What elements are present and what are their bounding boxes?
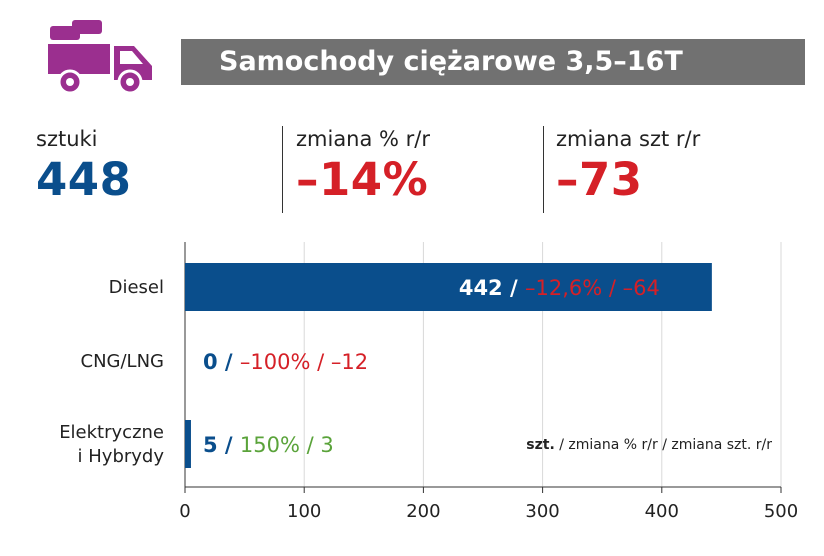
kpi-change-units-value: –73 bbox=[556, 153, 643, 206]
truck-box-top bbox=[50, 26, 80, 40]
kpi-change-percent: zmiana % r/r –14% bbox=[296, 126, 430, 208]
bar bbox=[185, 420, 191, 468]
x-tick-label: 100 bbox=[287, 501, 321, 522]
truck-window bbox=[120, 51, 143, 64]
kpi-units-label: sztuki bbox=[36, 127, 98, 151]
x-tick-label: 200 bbox=[406, 501, 440, 522]
category-label: Elektryczne i Hybrydy bbox=[59, 422, 164, 467]
kpi-change-units-label: zmiana szt r/r bbox=[556, 127, 701, 151]
truck-hub-rear bbox=[66, 78, 74, 86]
legend: szt. / zmiana % r/r / zmiana szt. r/r bbox=[526, 437, 772, 453]
page-title: Samochody ciężarowe 3,5–16T bbox=[181, 39, 805, 85]
truck-hub-front bbox=[126, 78, 134, 86]
x-tick-label: 400 bbox=[645, 501, 679, 522]
bar-data-label: 0 / –100% / –12 bbox=[203, 350, 368, 374]
truck-icon bbox=[48, 20, 152, 95]
kpi-change-percent-label: zmiana % r/r bbox=[296, 127, 431, 151]
category-label: CNG/LNG bbox=[81, 351, 165, 372]
kpi-divider bbox=[543, 126, 544, 213]
kpi-units: sztuki 448 bbox=[36, 126, 131, 208]
x-tick-label: 300 bbox=[525, 501, 559, 522]
bar bbox=[185, 263, 712, 311]
x-tick-label: 0 bbox=[179, 501, 190, 522]
kpi-change-units: zmiana szt r/r –73 bbox=[556, 126, 700, 208]
kpi-units-value: 448 bbox=[36, 153, 132, 206]
bar-data-label: 5 / 150% / 3 bbox=[203, 433, 334, 457]
kpi-change-percent-value: –14% bbox=[296, 153, 429, 206]
category-label: Diesel bbox=[109, 277, 164, 298]
bar-data-label: 442 / –12,6% / –64 bbox=[459, 276, 660, 300]
kpi-divider bbox=[282, 126, 283, 213]
x-tick-label: 500 bbox=[764, 501, 798, 522]
